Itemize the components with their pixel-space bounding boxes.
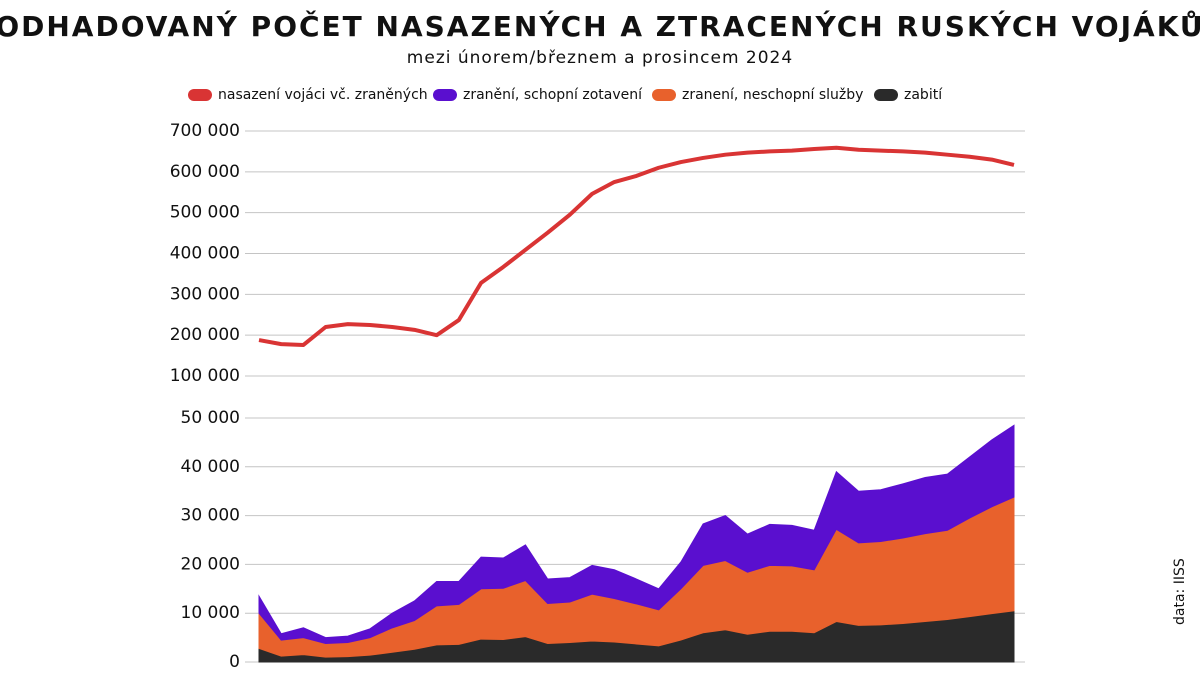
- area: [258, 424, 1015, 644]
- y-tick-label: 40 000: [181, 457, 240, 477]
- y-tick-label: 10 000: [181, 603, 240, 623]
- legend-swatch: [652, 89, 676, 101]
- y-tick-label: 0: [229, 652, 240, 672]
- y-tick-label: 600 000: [170, 162, 240, 182]
- legend-swatch: [874, 89, 898, 101]
- y-tick-label: 300 000: [170, 284, 240, 304]
- legend-label: zranení, neschopní služby: [682, 87, 863, 103]
- y-tick-label: 30 000: [181, 506, 240, 526]
- y-tick-label: 400 000: [170, 244, 240, 264]
- y-tick-label: 200 000: [170, 325, 240, 345]
- legend-swatch: [433, 89, 457, 101]
- legend-swatch: [188, 89, 212, 101]
- y-tick-label: 700 000: [170, 121, 240, 141]
- chart-title: ODHADOVANÝ POČET NASAZENÝCH A ZTRACENÝCH…: [0, 9, 1200, 43]
- legend-label: zabití: [904, 87, 943, 103]
- legend-label: zranění, schopní zotavení: [463, 87, 643, 103]
- y-tick-label: 100 000: [170, 366, 240, 386]
- y-tick-label: 500 000: [170, 203, 240, 223]
- y-tick-label: 20 000: [181, 554, 240, 574]
- chart-subtitle: mezi únorem/březnem a prosincem 2024: [407, 48, 793, 68]
- y-tick-label: 50 000: [181, 408, 240, 428]
- legend-label: nasazení vojáci vč. zraněných: [218, 87, 428, 103]
- source: data: IISS: [1172, 558, 1188, 625]
- line: [258, 145, 1015, 347]
